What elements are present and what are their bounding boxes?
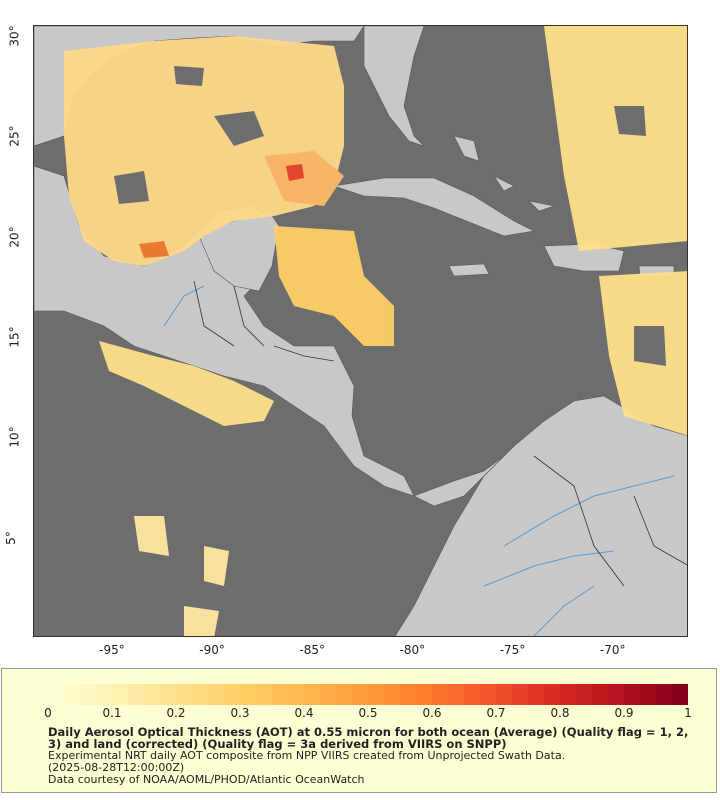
aot-overlay [64, 26, 687, 636]
colorbar-swatch [176, 684, 193, 705]
x-tick-label: -70° [599, 643, 626, 657]
aot-gulf-patch-dark [264, 151, 344, 206]
y-tick-label: 20° [4, 226, 25, 247]
colorbar-swatch [576, 684, 593, 705]
colorbar-tick-label: 0.2 [166, 706, 186, 720]
y-tick-label: 25° [4, 126, 25, 147]
caption: Daily Aerosol Optical Thickness (AOT) at… [48, 726, 698, 786]
colorbar-swatch [624, 684, 641, 705]
borders [193, 280, 687, 587]
land-panama [413, 445, 515, 507]
colorbar-swatch [608, 684, 625, 705]
aot-pacific-sparse [134, 516, 229, 636]
colorbar-swatch [656, 684, 673, 705]
x-tick-label: -75° [499, 643, 526, 657]
y-tick-label: 5° [4, 531, 18, 545]
colorbar [48, 684, 688, 705]
colorbar-swatch [128, 684, 145, 705]
colorbar-swatch [496, 684, 513, 705]
colorbar-swatch [288, 684, 305, 705]
map-panel [33, 25, 688, 637]
colorbar-swatch [544, 684, 561, 705]
colorbar-tick-label: 0.1 [102, 706, 122, 720]
colorbar-tick-label: 0 [44, 706, 52, 720]
colorbar-swatch [352, 684, 369, 705]
colorbar-swatch [320, 684, 337, 705]
aot-map [34, 26, 687, 636]
y-tick-text: 10° [7, 426, 22, 448]
aot-gulf-hotspot [286, 164, 304, 181]
colorbar-swatch [672, 684, 688, 705]
colorbar-swatch [448, 684, 465, 705]
x-tick-label: -95° [99, 643, 125, 657]
colorbar-tick-label: 0.7 [486, 706, 506, 720]
colorbar-swatch [368, 684, 385, 705]
caption-date: (2025-08-28T12:00:00Z) [48, 761, 185, 774]
y-tick-text: 30° [7, 25, 22, 47]
y-tick-label: 10° [4, 427, 25, 448]
colorbar-swatch [384, 684, 401, 705]
x-tick-label: -90° [199, 643, 225, 657]
colorbar-swatch [208, 684, 225, 705]
aot-caribbean-patch [274, 226, 394, 346]
aot-pacific-coast [99, 341, 274, 426]
x-tick-label: -85° [299, 643, 326, 657]
colorbar-tick-label: 0.9 [614, 706, 634, 720]
colorbar-swatch [512, 684, 529, 705]
colorbar-tick-label: 0.8 [550, 706, 570, 720]
caption-source: Experimental NRT daily AOT composite fro… [48, 749, 566, 762]
y-tick-text: 15° [7, 326, 22, 348]
colorbar-tick-label: 1 [684, 706, 692, 720]
colorbar-swatch [192, 684, 209, 705]
colorbar-swatch [224, 684, 241, 705]
colorbar-swatch [416, 684, 433, 705]
colorbar-swatch [64, 684, 81, 705]
colorbar-swatch [112, 684, 129, 705]
colorbar-swatch [480, 684, 497, 705]
colorbar-swatch [432, 684, 449, 705]
land-cuba [333, 177, 535, 237]
colorbar-swatch [560, 684, 577, 705]
data-gaps [114, 66, 666, 366]
colorbar-swatch [144, 684, 161, 705]
colorbar-tick-label: 0.5 [358, 706, 378, 720]
colorbar-swatch [48, 684, 65, 705]
land-jamaica [448, 263, 490, 277]
land-layer [34, 26, 687, 636]
y-tick-text: 20° [7, 226, 22, 248]
colorbar-swatch [160, 684, 177, 705]
aot-campeche-hotspot [139, 241, 169, 258]
y-tick-text: 5° [3, 530, 18, 545]
caption-credit: Data courtesy of NOAA/AOML/PHOD/Atlantic… [48, 773, 365, 786]
colorbar-swatch [96, 684, 113, 705]
colorbar-swatch [592, 684, 609, 705]
colorbar-tick-label: 0.3 [230, 706, 250, 720]
y-tick-label: 30° [4, 25, 25, 46]
colorbar-swatch [640, 684, 657, 705]
land-bahamas [453, 135, 556, 212]
aot-atlantic-strip [544, 26, 687, 251]
x-tick-label: -80° [399, 643, 426, 657]
rivers [163, 285, 675, 636]
colorbar-swatch [256, 684, 273, 705]
colorbar-swatch [528, 684, 545, 705]
colorbar-swatch [272, 684, 289, 705]
aot-gulf-of-mexico [64, 36, 344, 266]
y-tick-label: 15° [4, 326, 25, 347]
colorbar-swatch [336, 684, 353, 705]
colorbar-swatch [80, 684, 97, 705]
y-tick-text: 25° [7, 125, 22, 147]
land-south-america [394, 395, 687, 636]
colorbar-swatch [400, 684, 417, 705]
colorbar-tick-label: 0.6 [422, 706, 442, 720]
colorbar-swatch [464, 684, 481, 705]
caption-title: Daily Aerosol Optical Thickness (AOT) at… [48, 725, 689, 751]
colorbar-swatch [304, 684, 321, 705]
land-florida [363, 26, 425, 147]
colorbar-swatch [240, 684, 257, 705]
colorbar-tick-label: 0.4 [294, 706, 314, 720]
